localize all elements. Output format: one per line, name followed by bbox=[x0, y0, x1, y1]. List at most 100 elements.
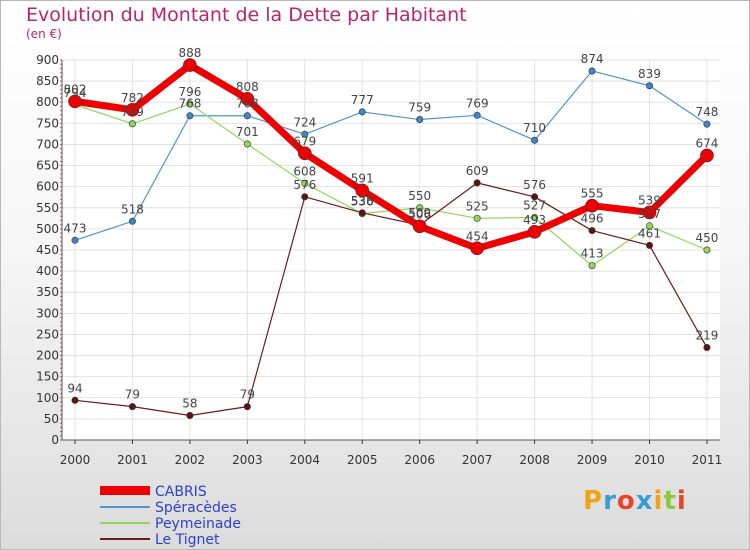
series-line-speracedes bbox=[74, 70, 708, 241]
x-tick-label: 2002 bbox=[175, 453, 206, 467]
data-point-speracedes bbox=[186, 112, 194, 120]
legend-label-speracedes: Spéracèdes bbox=[155, 500, 237, 516]
data-label-cabris: 506 bbox=[408, 207, 431, 221]
data-label-speracedes: 710 bbox=[523, 121, 546, 135]
data-point-speracedes bbox=[71, 236, 79, 244]
data-point-speracedes bbox=[128, 217, 136, 225]
data-label-cabris: 454 bbox=[466, 229, 489, 243]
data-label-cabris: 674 bbox=[695, 136, 718, 150]
y-tick-label: 500 bbox=[36, 222, 59, 236]
data-label-le-tignet: 576 bbox=[293, 178, 316, 192]
data-point-le-tignet bbox=[71, 396, 79, 404]
data-label-speracedes: 473 bbox=[64, 221, 87, 235]
data-label-le-tignet: 576 bbox=[523, 178, 546, 192]
data-label-le-tignet: 509 bbox=[408, 206, 431, 220]
y-tick-label: 750 bbox=[36, 116, 59, 130]
series-line-le-tignet bbox=[74, 182, 708, 417]
data-point-speracedes bbox=[416, 116, 424, 124]
data-label-le-tignet: 496 bbox=[581, 212, 604, 226]
data-point-cabris bbox=[355, 183, 370, 198]
data-point-speracedes bbox=[703, 120, 711, 128]
data-point-le-tignet bbox=[128, 403, 136, 411]
data-point-cabris bbox=[412, 219, 427, 234]
data-point-speracedes bbox=[301, 130, 309, 138]
legend-swatch-peymeinade bbox=[100, 522, 150, 524]
data-label-peymeinade: 550 bbox=[408, 189, 431, 203]
data-label-cabris: 888 bbox=[178, 46, 201, 60]
data-label-speracedes: 748 bbox=[695, 105, 718, 119]
data-point-speracedes bbox=[473, 111, 481, 119]
data-point-peymeinade bbox=[645, 222, 653, 230]
x-tick-label: 2004 bbox=[290, 453, 321, 467]
data-label-peymeinade: 796 bbox=[178, 85, 201, 99]
data-label-le-tignet: 538 bbox=[351, 194, 374, 208]
data-point-cabris bbox=[183, 58, 197, 72]
x-tick-label: 2003 bbox=[232, 453, 263, 467]
data-label-peymeinade: 450 bbox=[695, 231, 718, 245]
data-point-le-tignet bbox=[301, 193, 309, 201]
data-point-le-tignet bbox=[645, 241, 653, 249]
y-tick-label: 600 bbox=[36, 180, 59, 194]
proxiti-logo: Proxiti bbox=[583, 486, 687, 516]
data-point-cabris bbox=[297, 146, 312, 161]
data-point-peymeinade bbox=[128, 120, 136, 128]
data-label-le-tignet: 58 bbox=[182, 397, 197, 411]
y-tick-label: 0 bbox=[51, 433, 59, 447]
data-label-peymeinade: 507 bbox=[638, 207, 661, 221]
data-label-speracedes: 777 bbox=[351, 93, 374, 107]
legend-swatch-speracedes bbox=[100, 506, 150, 508]
data-point-le-tignet bbox=[243, 403, 251, 411]
data-label-cabris: 539 bbox=[638, 193, 661, 207]
legend-label-peymeinade: Peymeinade bbox=[155, 516, 241, 532]
data-point-peymeinade bbox=[703, 246, 711, 254]
data-point-cabris bbox=[585, 198, 599, 213]
x-tick-label: 2008 bbox=[519, 453, 550, 467]
legend: CABRIS Spéracèdes Peymeinade Le Tignet bbox=[100, 484, 241, 548]
data-point-cabris bbox=[527, 225, 542, 239]
data-label-peymeinade: 413 bbox=[581, 247, 604, 261]
data-label-speracedes: 518 bbox=[121, 202, 144, 216]
data-label-le-tignet: 609 bbox=[466, 164, 489, 178]
x-tick-label: 2001 bbox=[117, 453, 148, 467]
grid-lines bbox=[62, 59, 720, 441]
y-tick-label: 900 bbox=[36, 53, 59, 67]
data-label-cabris: 679 bbox=[293, 134, 316, 148]
data-label-le-tignet: 219 bbox=[695, 329, 718, 343]
data-point-le-tignet bbox=[588, 227, 596, 235]
data-point-peymeinade bbox=[186, 100, 194, 108]
y-tick-label: 400 bbox=[36, 264, 59, 278]
y-tick-label: 850 bbox=[36, 74, 59, 88]
data-label-cabris: 591 bbox=[351, 171, 374, 185]
x-tick-label: 2005 bbox=[347, 453, 378, 467]
y-tick-label: 250 bbox=[36, 327, 59, 341]
x-tick-label: 2009 bbox=[577, 453, 608, 467]
x-tick-label: 2011 bbox=[692, 453, 723, 467]
y-tick-label: 50 bbox=[44, 412, 59, 426]
data-label-le-tignet: 461 bbox=[638, 226, 661, 240]
y-tick-label: 450 bbox=[36, 243, 59, 257]
data-label-cabris: 493 bbox=[523, 213, 546, 227]
data-label-peymeinade: 608 bbox=[293, 164, 316, 178]
data-label-cabris: 555 bbox=[581, 187, 604, 201]
data-point-peymeinade bbox=[243, 140, 251, 148]
legend-swatch-le-tignet bbox=[100, 538, 150, 540]
chart-title: Evolution du Montant de la Dette par Hab… bbox=[26, 4, 467, 26]
chart-subtitle: (en €) bbox=[26, 27, 62, 41]
y-tick-label: 150 bbox=[36, 370, 59, 384]
data-label-speracedes: 759 bbox=[408, 101, 431, 115]
data-label-speracedes: 839 bbox=[638, 67, 661, 81]
data-labels: 473 518 768 768 724 777 759 769 710 874 839 748 794 7… bbox=[64, 46, 719, 410]
legend-label-cabris: CABRIS bbox=[155, 484, 207, 500]
data-label-speracedes: 768 bbox=[236, 97, 259, 111]
y-tick-label: 100 bbox=[36, 391, 59, 405]
data-point-cabris bbox=[68, 94, 82, 109]
x-tick-label: 2007 bbox=[462, 453, 493, 467]
data-point-le-tignet bbox=[703, 344, 711, 352]
data-label-le-tignet: 79 bbox=[240, 388, 255, 402]
data-label-cabris: 808 bbox=[236, 80, 259, 94]
x-tick-label: 2000 bbox=[60, 453, 91, 467]
data-label-speracedes: 874 bbox=[581, 52, 604, 66]
y-tick-label: 700 bbox=[36, 137, 59, 151]
data-point-peymeinade bbox=[588, 262, 596, 270]
